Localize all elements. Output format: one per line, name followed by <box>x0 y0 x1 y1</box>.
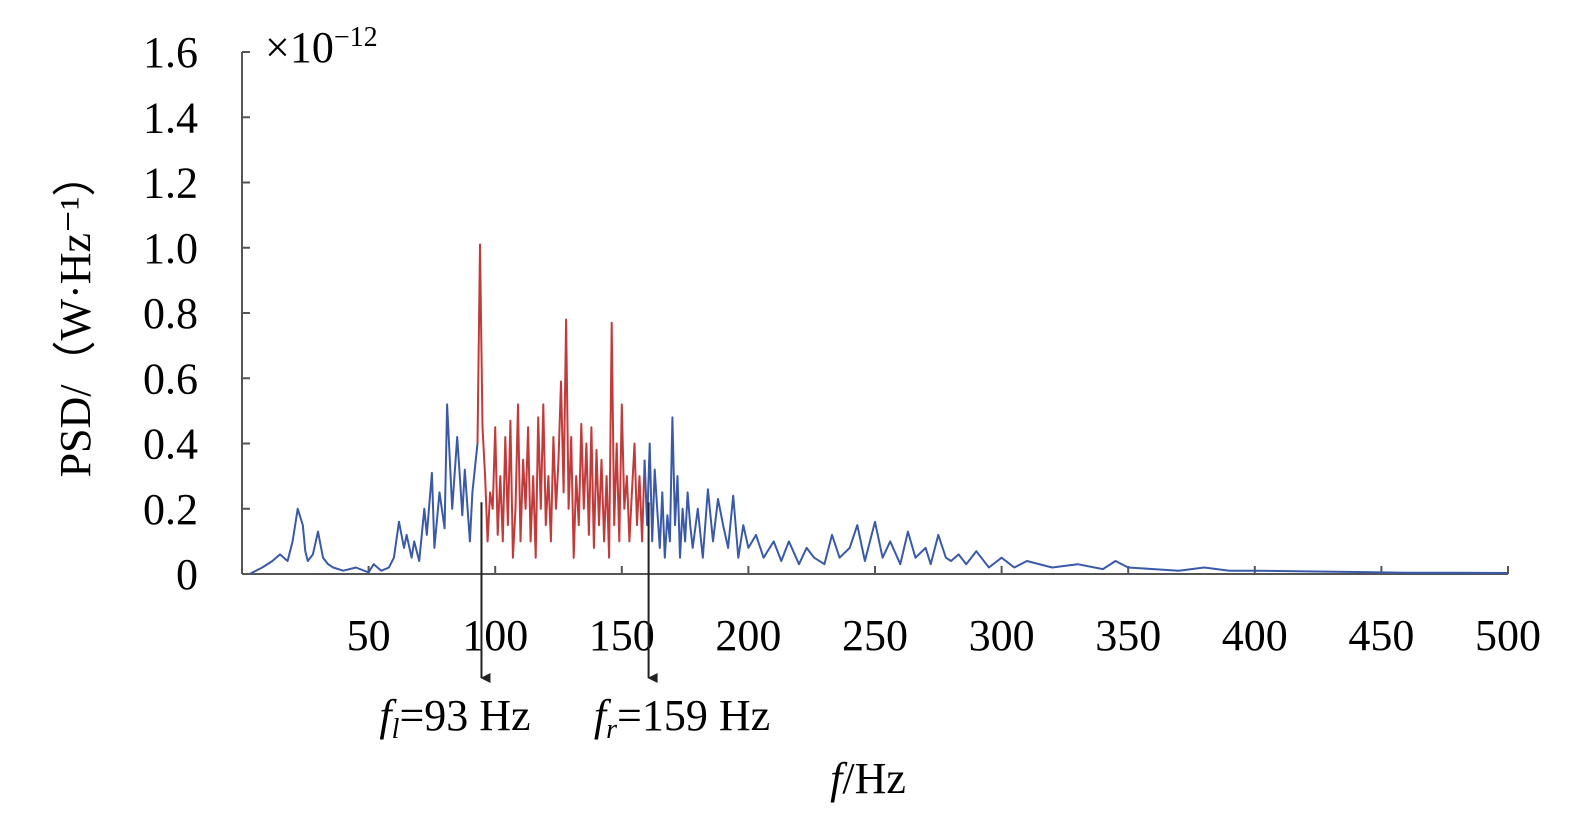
y-tick-label: 1.0 <box>143 224 198 273</box>
series-line-3 <box>643 416 1509 574</box>
y-axis-label: PSD/（W·Hz⁻¹） <box>51 153 100 478</box>
y-tick-label: 0.6 <box>143 354 198 403</box>
y-tick-label: 0.4 <box>143 420 198 469</box>
y-tick-label: 1.4 <box>143 93 198 142</box>
plot-series <box>249 243 1509 575</box>
x-tick-label: 200 <box>715 611 781 660</box>
annotation-label: fr=159 Hz <box>594 691 770 745</box>
x-tick-label: 350 <box>1095 611 1161 660</box>
x-tick-label: 500 <box>1475 611 1541 660</box>
y-axis-exponent: ×10−12 <box>265 22 378 72</box>
x-tick-label: 450 <box>1348 611 1414 660</box>
x-tick-label: 150 <box>589 611 655 660</box>
y-tick-label: 0 <box>176 550 198 599</box>
y-tick-label: 0.8 <box>143 289 198 338</box>
x-axis: 50 100 150 200 250 300 350 400 450 500 <box>242 566 1541 660</box>
x-tick-label: 100 <box>462 611 528 660</box>
annotation-label: fl=93 Hz <box>379 691 530 745</box>
x-tick-label: 250 <box>842 611 908 660</box>
y-tick-label: 0.2 <box>143 485 198 534</box>
series-line-1 <box>249 403 479 575</box>
x-tick-label: 50 <box>347 611 391 660</box>
y-tick-label: 1.2 <box>143 159 198 208</box>
x-tick-label: 400 <box>1222 611 1288 660</box>
y-tick-label: 1.6 <box>143 28 198 77</box>
x-tick-label: 300 <box>969 611 1035 660</box>
x-axis-label: f/Hz <box>830 754 906 803</box>
series-line-2 <box>476 243 646 559</box>
y-axis: 0 0.2 0.4 0.6 0.8 1.0 1.2 1.4 1.6 <box>143 28 250 599</box>
